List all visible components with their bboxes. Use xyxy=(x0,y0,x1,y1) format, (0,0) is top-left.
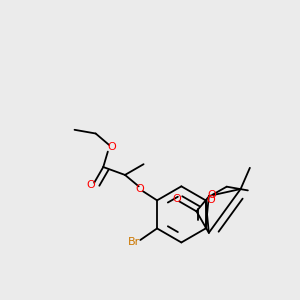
Text: O: O xyxy=(108,142,116,152)
Text: O: O xyxy=(172,194,181,204)
Text: O: O xyxy=(86,180,95,190)
Text: Br: Br xyxy=(128,237,140,247)
Text: O: O xyxy=(135,184,144,194)
Text: O: O xyxy=(206,195,215,205)
Text: O: O xyxy=(207,190,216,200)
